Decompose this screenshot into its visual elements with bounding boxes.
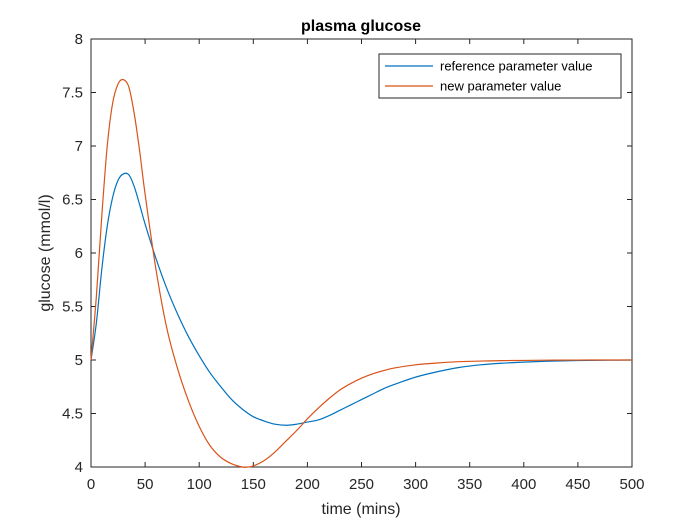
y-tick-label: 6.5 xyxy=(62,192,83,209)
x-tick-label: 250 xyxy=(349,476,374,493)
x-tick-label: 350 xyxy=(457,476,482,493)
y-tick-label: 7 xyxy=(75,138,83,155)
legend: reference parameter value new parameter … xyxy=(378,53,622,99)
y-axis-label: glucose (mmol/l) xyxy=(37,194,54,311)
y-tick-label: 4 xyxy=(75,459,83,476)
x-axis-label: time (mins) xyxy=(321,501,400,518)
x-tick-label: 50 xyxy=(137,476,154,493)
x-tick-label: 100 xyxy=(187,476,212,493)
x-tick-label: 500 xyxy=(619,476,644,493)
legend-label-reference: reference parameter value xyxy=(440,59,592,74)
x-tick-label: 200 xyxy=(295,476,320,493)
plot-area xyxy=(90,38,633,468)
legend-label-new: new parameter value xyxy=(440,79,561,94)
series-line-reference xyxy=(90,172,633,426)
legend-box xyxy=(378,53,622,99)
y-tick-label: 5.5 xyxy=(62,299,83,316)
y-tick-label: 7.5 xyxy=(62,85,83,102)
y-tick-label: 6 xyxy=(75,245,83,262)
x-tick-label: 0 xyxy=(87,476,95,493)
x-tick-label: 450 xyxy=(565,476,590,493)
axis-ticks: 0 50 100 150 200 250 300 350 400 450 500 4 4.5 5 5.5 6 6… xyxy=(62,31,644,493)
y-tick-label: 8 xyxy=(75,31,83,48)
x-tick-label: 150 xyxy=(241,476,266,493)
x-tick-label: 400 xyxy=(511,476,536,493)
x-tick-label: 300 xyxy=(403,476,428,493)
y-tick-label: 4.5 xyxy=(62,406,83,423)
series-lines xyxy=(90,78,633,468)
y-tick-label: 5 xyxy=(75,352,83,369)
chart-title: plasma glucose xyxy=(301,18,421,35)
series-line-new xyxy=(90,78,632,468)
